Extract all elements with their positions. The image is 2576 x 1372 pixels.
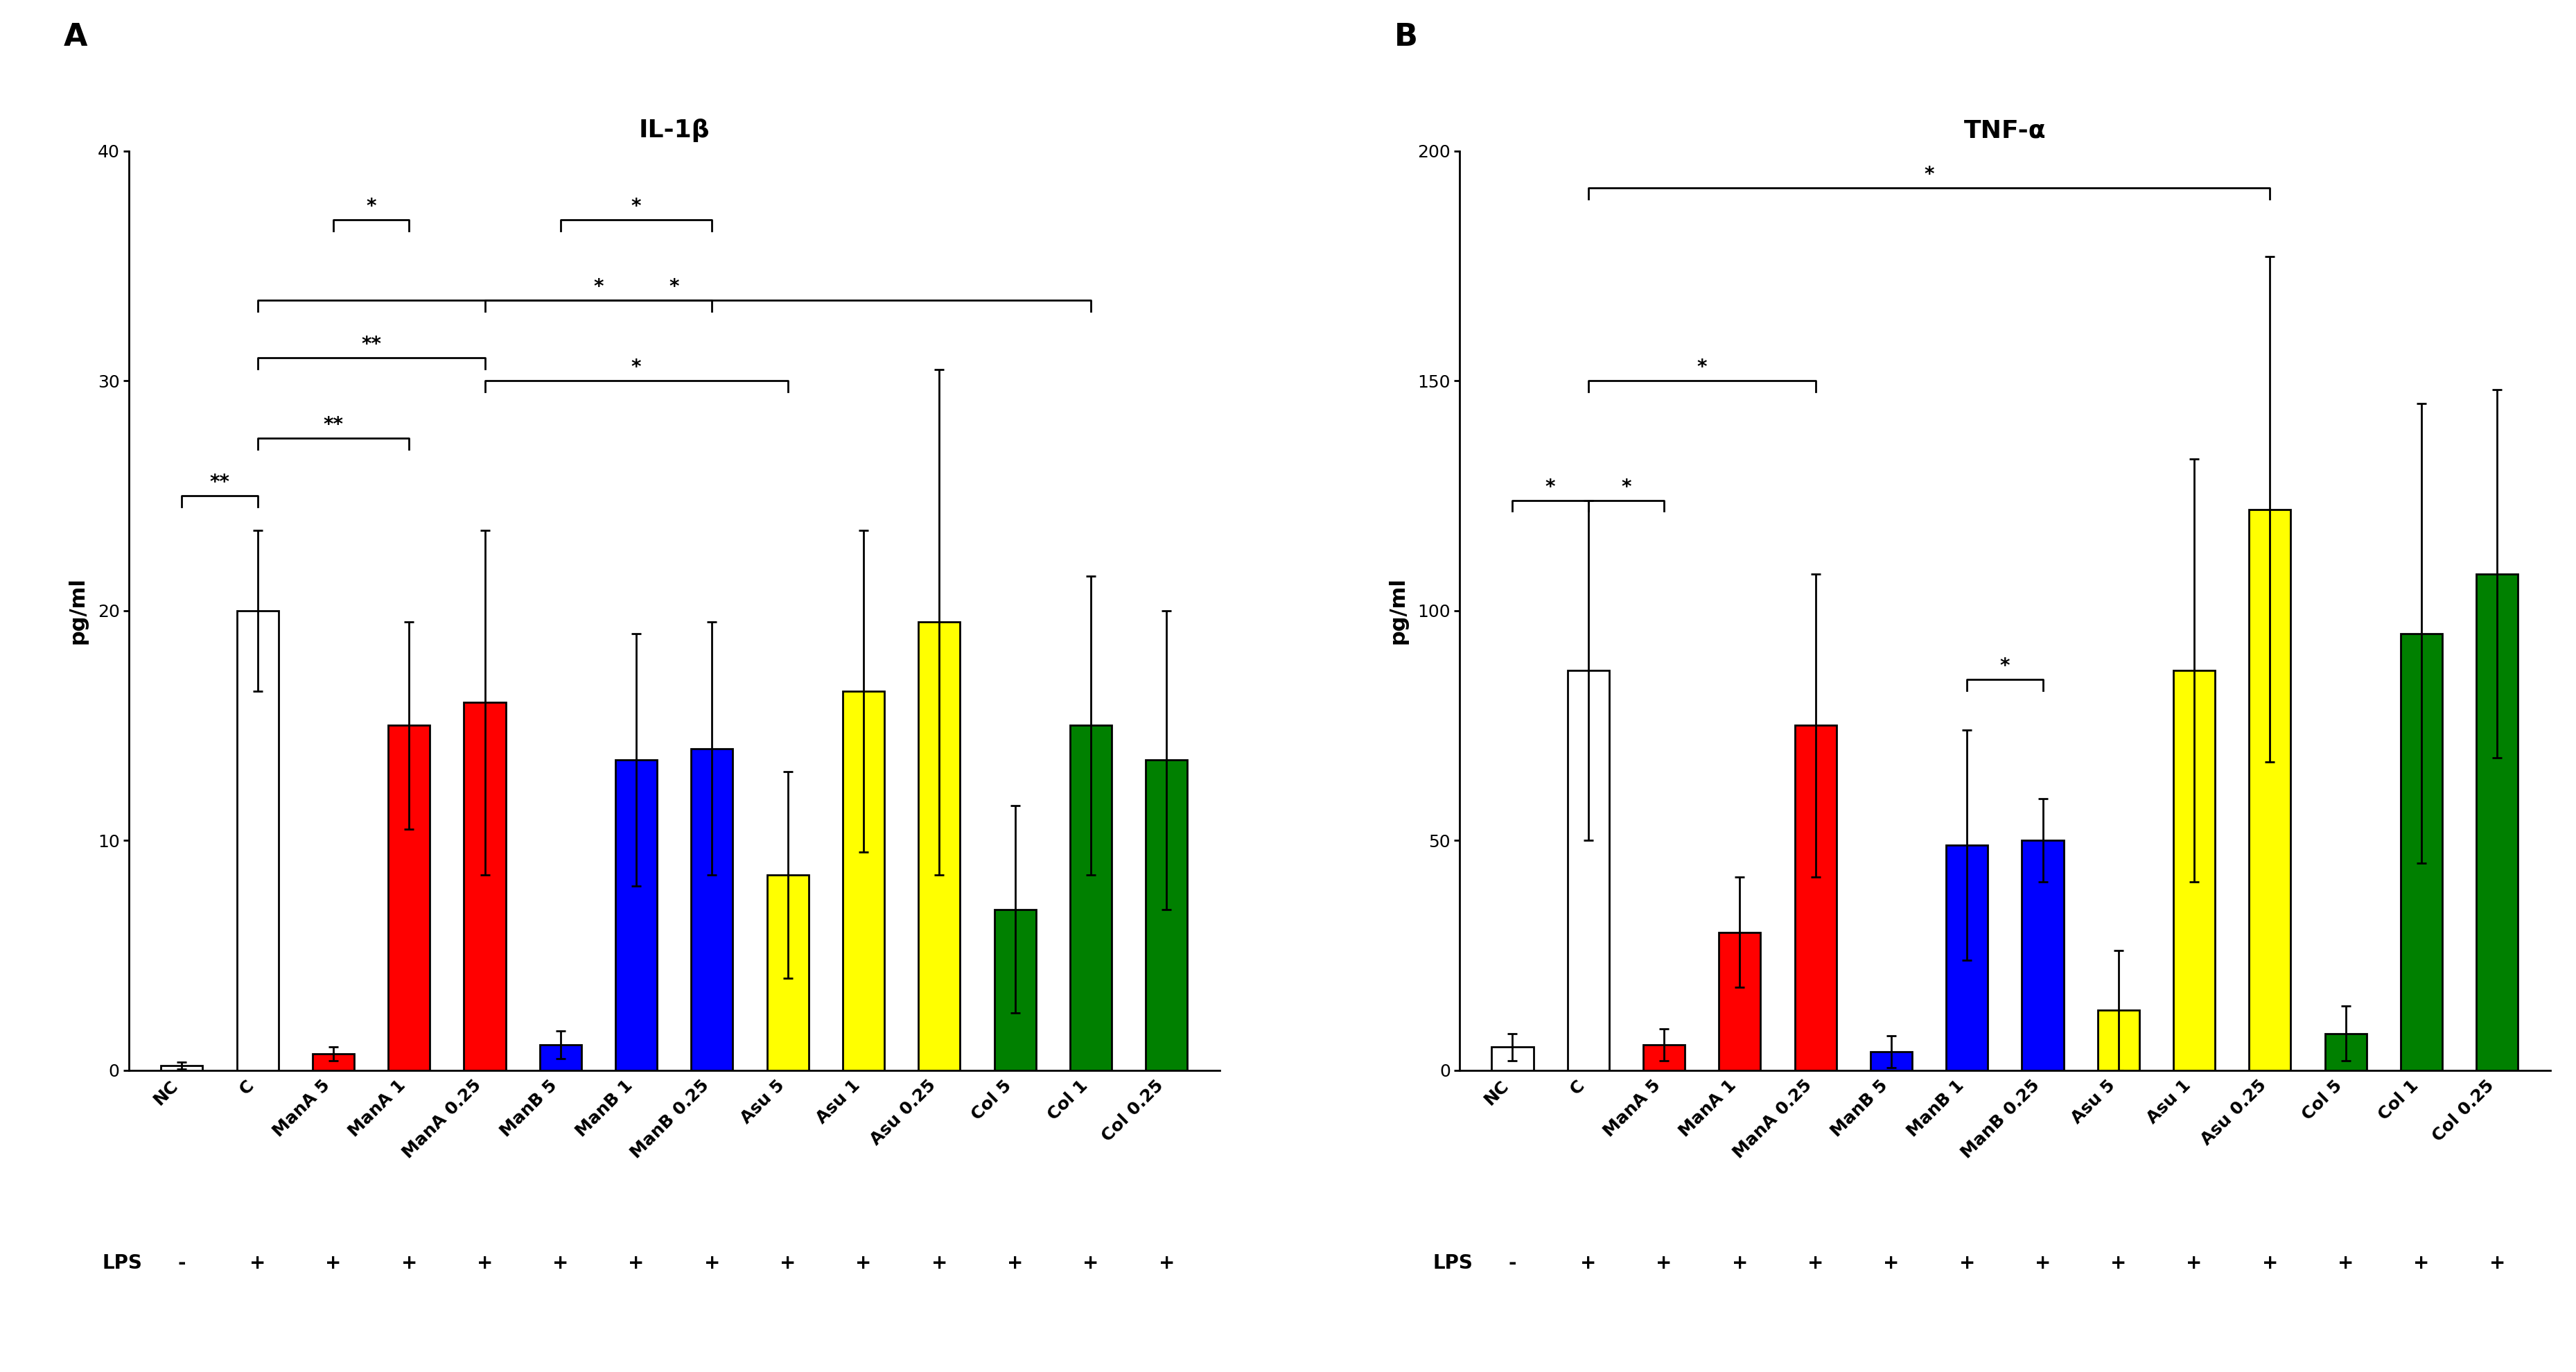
Text: *: * — [631, 198, 641, 217]
Text: +: + — [1656, 1254, 1672, 1273]
Text: *: * — [1924, 165, 1935, 184]
Bar — [1069, 726, 1113, 1070]
Bar — [389, 726, 430, 1070]
Text: *: * — [1698, 358, 1708, 377]
Bar — [920, 622, 961, 1070]
Bar — [1718, 933, 1759, 1070]
Bar — [994, 910, 1036, 1070]
Text: *: * — [592, 277, 603, 296]
Text: +: + — [325, 1254, 343, 1273]
Bar — [2326, 1033, 2367, 1070]
Text: +: + — [250, 1254, 265, 1273]
Bar — [1945, 845, 1989, 1070]
Bar — [541, 1045, 582, 1070]
Text: +: + — [1958, 1254, 1976, 1273]
Bar — [1870, 1052, 1911, 1070]
Bar — [2022, 840, 2063, 1070]
Text: +: + — [1082, 1254, 1100, 1273]
Bar — [768, 875, 809, 1070]
Bar — [1492, 1047, 1533, 1070]
Text: +: + — [930, 1254, 948, 1273]
Text: +: + — [781, 1254, 796, 1273]
Title: IL-1β: IL-1β — [639, 119, 711, 143]
Bar — [842, 691, 884, 1070]
Bar — [464, 702, 505, 1070]
Bar — [1643, 1045, 1685, 1070]
Bar — [2174, 671, 2215, 1070]
Text: +: + — [629, 1254, 644, 1273]
Bar — [2401, 634, 2442, 1070]
Bar — [237, 611, 278, 1070]
Text: LPS: LPS — [1432, 1254, 1473, 1273]
Text: *: * — [1546, 477, 1556, 497]
Bar — [2476, 573, 2519, 1070]
Text: +: + — [551, 1254, 569, 1273]
Bar — [2097, 1010, 2138, 1070]
Text: LPS: LPS — [103, 1254, 142, 1273]
Text: +: + — [2414, 1254, 2429, 1273]
Text: +: + — [1579, 1254, 1597, 1273]
Title: TNF-α: TNF-α — [1963, 119, 2045, 143]
Text: +: + — [2488, 1254, 2506, 1273]
Text: +: + — [2035, 1254, 2050, 1273]
Bar — [312, 1054, 353, 1070]
Text: +: + — [477, 1254, 492, 1273]
Text: **: ** — [322, 416, 343, 435]
Bar — [690, 748, 734, 1070]
Text: +: + — [402, 1254, 417, 1273]
Y-axis label: pg/ml: pg/ml — [67, 578, 88, 643]
Bar — [160, 1066, 204, 1070]
Bar — [2249, 509, 2290, 1070]
Text: +: + — [2336, 1254, 2354, 1273]
Text: *: * — [1620, 477, 1631, 497]
Text: +: + — [2262, 1254, 2277, 1273]
Text: *: * — [631, 358, 641, 377]
Bar — [1566, 671, 1610, 1070]
Text: *: * — [1999, 657, 2009, 676]
Text: +: + — [2110, 1254, 2128, 1273]
Bar — [1146, 760, 1188, 1070]
Text: *: * — [366, 198, 376, 217]
Text: A: A — [64, 22, 88, 52]
Text: +: + — [703, 1254, 721, 1273]
Text: **: ** — [361, 335, 381, 354]
Text: *: * — [670, 277, 680, 296]
Text: +: + — [1007, 1254, 1023, 1273]
Text: +: + — [1731, 1254, 1749, 1273]
Text: +: + — [1808, 1254, 1824, 1273]
Text: +: + — [1159, 1254, 1175, 1273]
Text: +: + — [2187, 1254, 2202, 1273]
Text: +: + — [1883, 1254, 1899, 1273]
Text: +: + — [855, 1254, 871, 1273]
Text: -: - — [178, 1254, 185, 1273]
Text: B: B — [1394, 22, 1417, 52]
Text: -: - — [1510, 1254, 1517, 1273]
Text: **: ** — [209, 473, 229, 493]
Y-axis label: pg/ml: pg/ml — [1388, 578, 1406, 643]
Bar — [616, 760, 657, 1070]
Bar — [1795, 726, 1837, 1070]
